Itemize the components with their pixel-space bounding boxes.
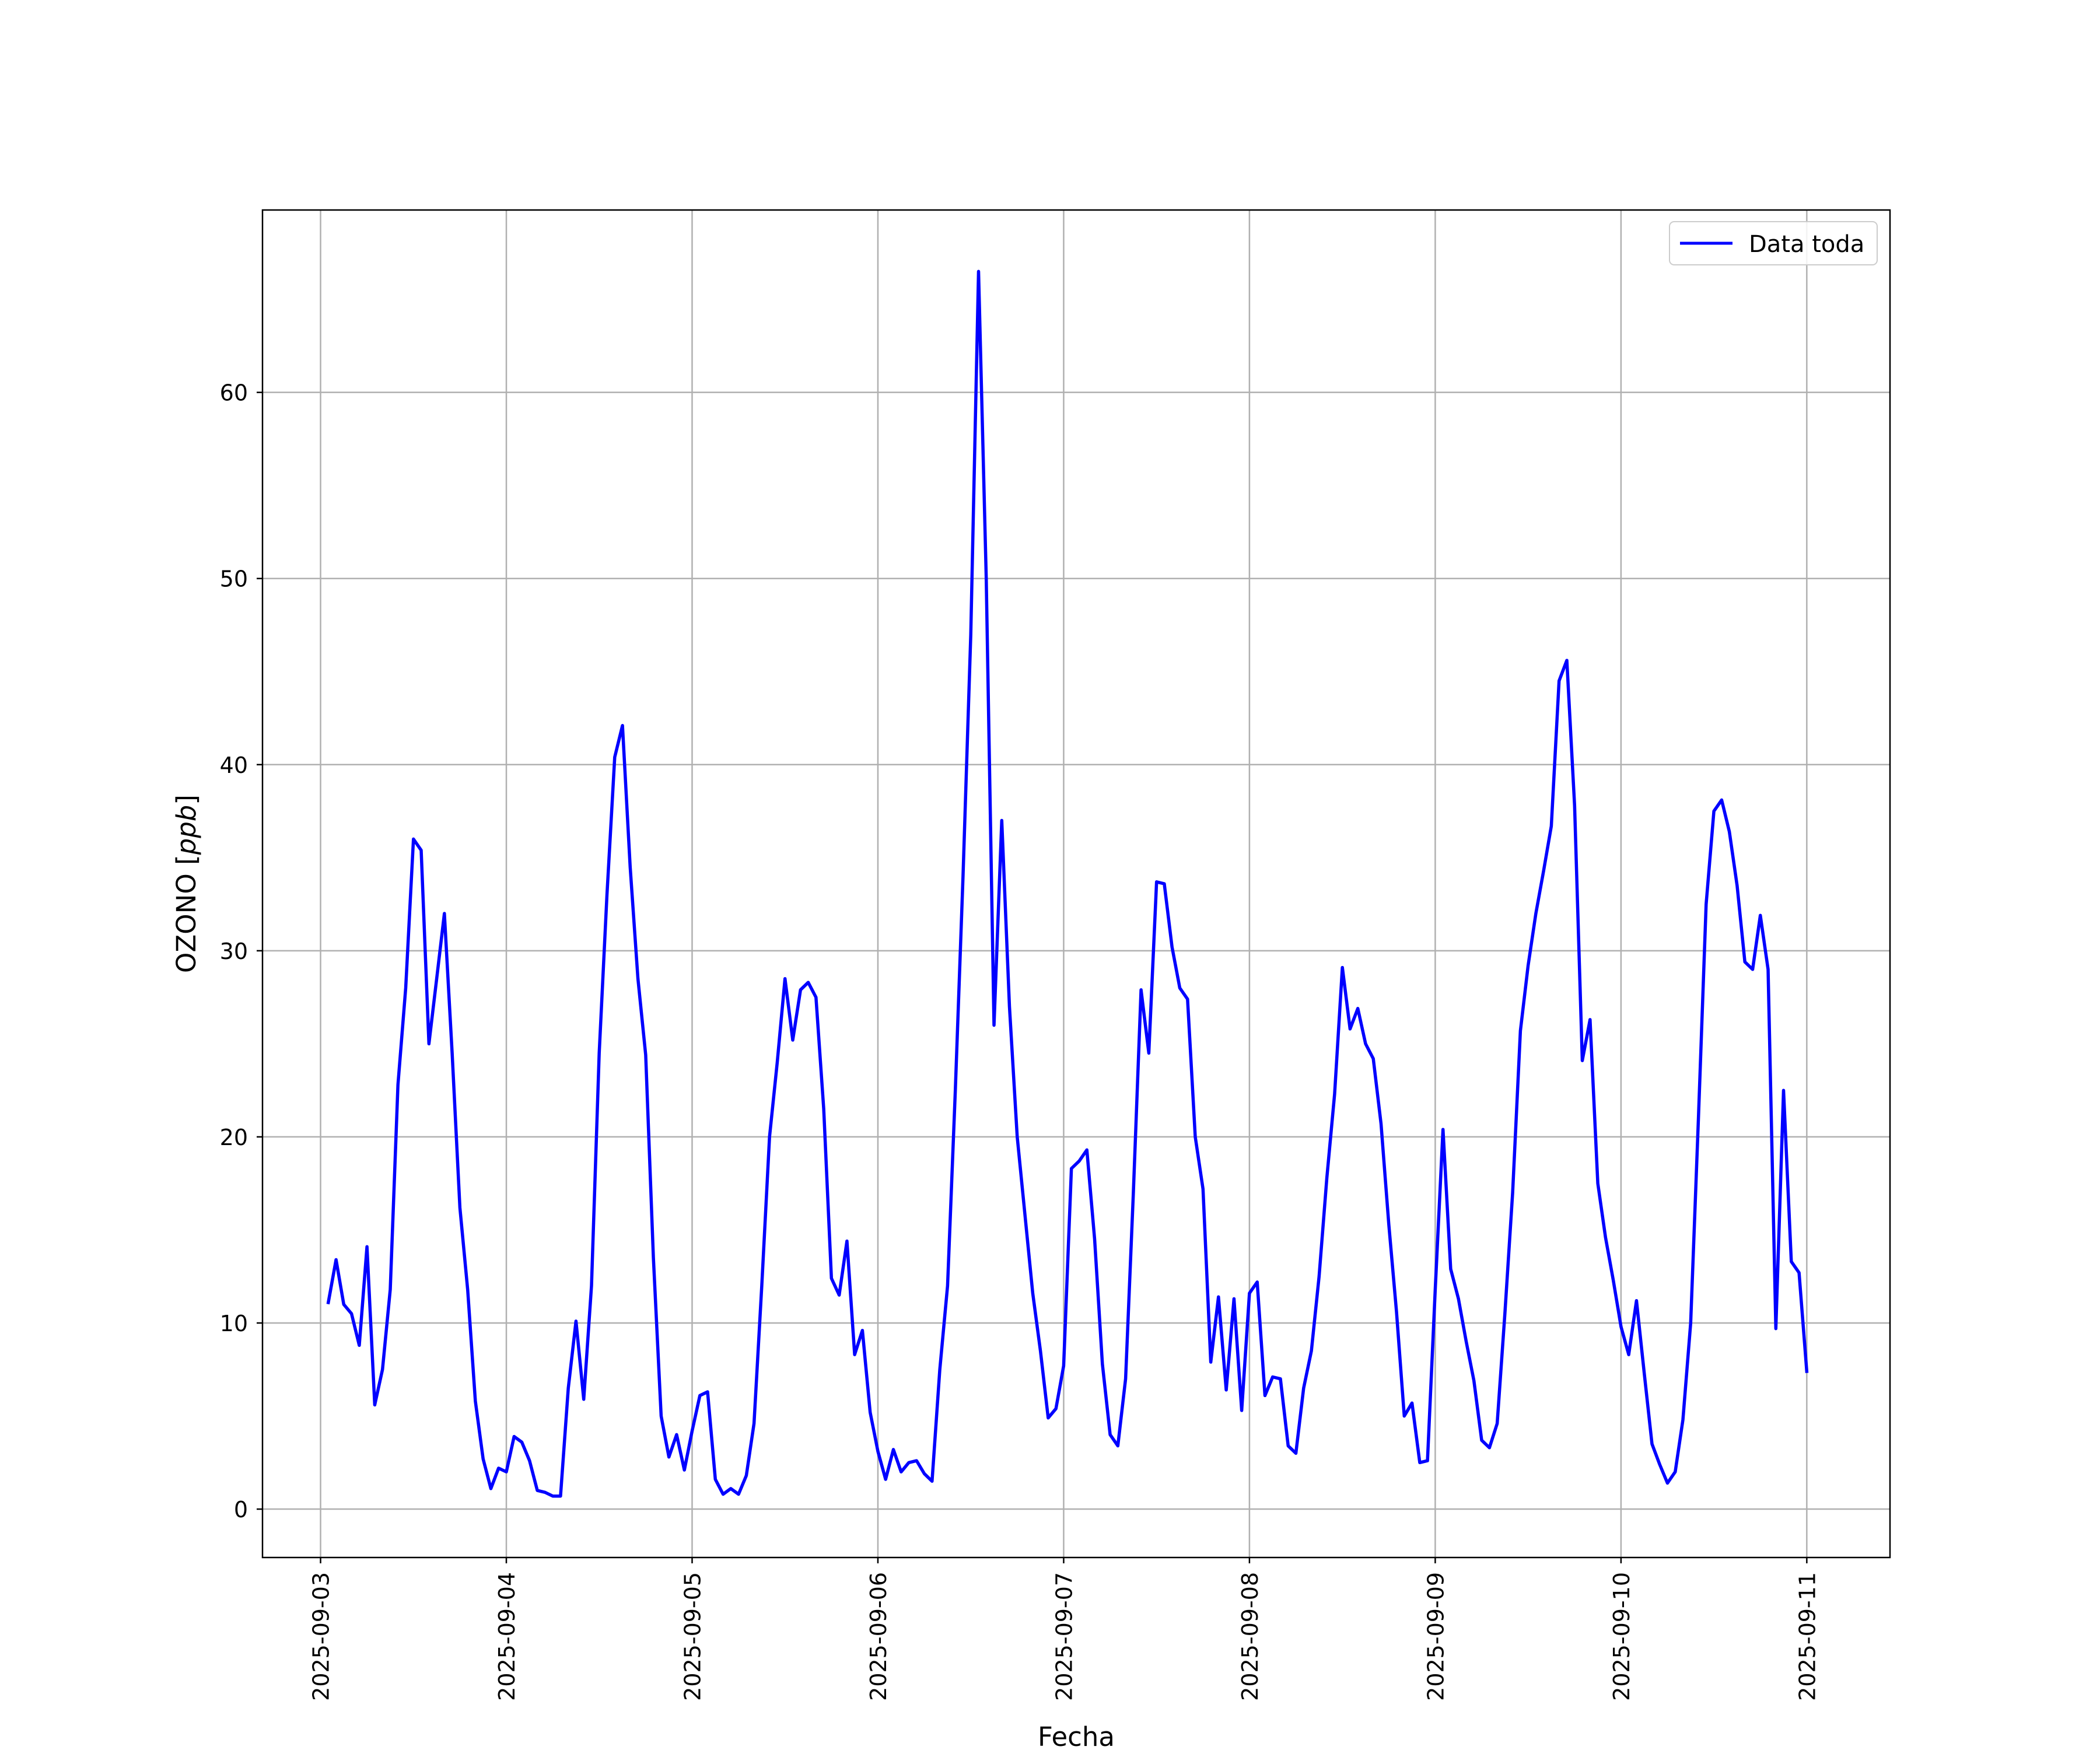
legend: Data toda xyxy=(1669,221,1878,265)
y-tick-label: 60 xyxy=(220,380,248,406)
x-tick-label: 2025-09-04 xyxy=(494,1572,520,1701)
y-tick-label: 40 xyxy=(220,752,248,778)
x-tick-label: 2025-09-09 xyxy=(1423,1572,1448,1701)
y-axis-label-suffix: ] xyxy=(171,794,202,805)
plot-area-frame xyxy=(261,209,1891,1559)
y-tick-label: 0 xyxy=(234,1497,248,1522)
x-tick-label: 2025-09-03 xyxy=(309,1572,334,1701)
x-tick-label: 2025-09-11 xyxy=(1794,1572,1820,1701)
y-tick-label: 30 xyxy=(220,939,248,964)
y-tick-label: 10 xyxy=(220,1311,248,1336)
y-tick-label: 50 xyxy=(220,566,248,592)
legend-entry: Data toda xyxy=(1749,231,1864,258)
x-tick-label: 2025-09-06 xyxy=(866,1572,891,1701)
x-axis-ticks: 2025-09-03 2025-09-04 2025-09-05 2025-09-06… xyxy=(309,1558,1820,1701)
x-axis-label: Fecha xyxy=(1038,1721,1115,1750)
x-tick-label: 2025-09-08 xyxy=(1237,1572,1263,1701)
x-tick-label: 2025-09-05 xyxy=(680,1572,705,1701)
y-axis-label: OZONO [ppb] xyxy=(171,794,202,973)
x-tick-label: 2025-09-07 xyxy=(1051,1572,1077,1701)
series-line-0 xyxy=(326,270,1809,1498)
grid-lines xyxy=(262,210,1890,1558)
x-tick-label: 2025-09-10 xyxy=(1609,1572,1634,1701)
y-axis-ticks: 0 10 20 30 40 50 60 xyxy=(220,380,262,1522)
legend-box xyxy=(1669,221,1878,265)
y-axis-label-unit: ppb xyxy=(171,805,202,856)
y-tick-label: 20 xyxy=(220,1125,248,1150)
series-layer xyxy=(326,270,1809,1498)
y-axis-label-prefix: OZONO [ xyxy=(171,855,202,973)
